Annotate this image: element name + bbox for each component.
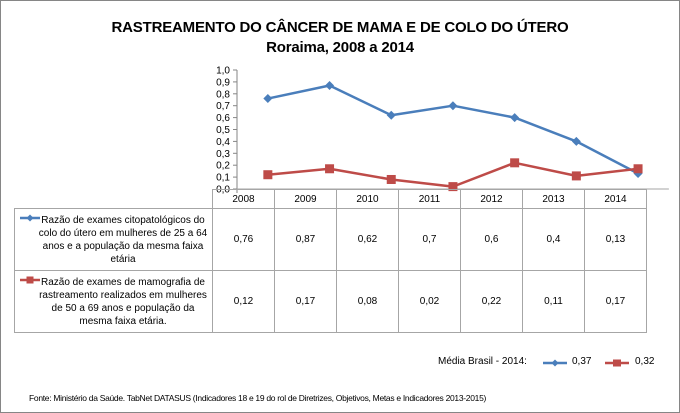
legend-entry-series-1: Razão de exames citopatológicos do colo … <box>14 208 213 271</box>
category-label: 2010 <box>336 189 399 209</box>
y-tick-label: 0,8 <box>216 89 230 100</box>
data-point-diamond <box>325 80 335 90</box>
data-label: 0,62 <box>336 208 399 271</box>
y-tick-label: 0,6 <box>216 113 230 124</box>
data-label: 0,17 <box>584 270 647 333</box>
data-label: 0,17 <box>274 270 337 333</box>
legend-label: Razão de exames citopatológicos do colo … <box>38 214 208 265</box>
data-point-square <box>263 170 273 180</box>
category-label: 2008 <box>212 189 275 209</box>
data-point-diamond <box>386 110 396 120</box>
category-label: 2009 <box>274 189 337 209</box>
data-label: 0,13 <box>584 208 647 271</box>
y-tick-label: 1,0 <box>216 66 230 77</box>
category-label: 2013 <box>522 189 585 209</box>
legend-key-diamond-icon <box>20 214 40 222</box>
data-point-square <box>448 182 458 192</box>
media-key-diamond-icon <box>543 359 567 367</box>
data-table: 2008 2009 2010 2011 2012 2013 2014 Razão… <box>14 189 647 333</box>
data-label: 0,22 <box>460 270 523 333</box>
series-line-1 <box>267 84 639 175</box>
legend-label: Razão de exames de mamografia de rastrea… <box>39 276 207 327</box>
data-table-corner <box>14 189 213 209</box>
data-label: 0,12 <box>212 270 275 333</box>
category-label: 2011 <box>398 189 461 209</box>
data-point-square <box>386 174 396 184</box>
media-brasil-value-series-1: 0,37 <box>572 356 592 367</box>
media-brasil-label: Média Brasil - 2014: <box>438 356 527 367</box>
data-label: 0,02 <box>398 270 461 333</box>
y-tick-label: 0,9 <box>216 77 230 88</box>
chart-title: RASTREAMENTO DO CÂNCER DE MAMA E DE COLO… <box>111 19 569 36</box>
category-label: 2012 <box>460 189 523 209</box>
data-point-diamond <box>448 101 458 111</box>
data-label: 0,76 <box>212 208 275 271</box>
media-key-square-icon <box>605 359 629 367</box>
legend-entry-series-2: Razão de exames de mamografia de rastrea… <box>14 270 213 333</box>
data-point-square <box>571 171 581 181</box>
data-table-row-series-2: Razão de exames de mamografia de rastrea… <box>14 270 647 333</box>
data-table-header-row: 2008 2009 2010 2011 2012 2013 2014 <box>14 189 647 209</box>
data-point-square <box>510 158 520 168</box>
data-label: 0,08 <box>336 270 399 333</box>
data-label: 0,4 <box>522 208 585 271</box>
data-point-diamond <box>263 94 273 104</box>
y-tick-label: 0,7 <box>216 101 230 112</box>
y-tick-label: 0,4 <box>216 137 230 148</box>
data-label: 0,11 <box>522 270 585 333</box>
data-label: 0,6 <box>460 208 523 271</box>
legend-key-square-icon <box>20 276 40 284</box>
y-tick-label: 0,1 <box>216 173 230 184</box>
data-point-square <box>325 164 335 174</box>
data-label: 0,7 <box>398 208 461 271</box>
y-tick-label: 0,3 <box>216 149 230 160</box>
y-tick-label: 0,2 <box>216 161 230 172</box>
chart-subtitle: Roraima, 2008 a 2014 <box>266 39 414 56</box>
data-point-diamond <box>510 113 520 123</box>
media-brasil-value-series-2: 0,32 <box>635 356 655 367</box>
y-tick-label: 0,5 <box>216 125 230 136</box>
category-label: 2014 <box>584 189 647 209</box>
source-note: Fonte: Ministério da Saúde. TabNet DATAS… <box>29 393 487 403</box>
data-point-diamond <box>571 136 581 146</box>
data-label: 0,87 <box>274 208 337 271</box>
data-point-square <box>633 164 643 174</box>
data-table-row-series-1: Razão de exames citopatológicos do colo … <box>14 208 647 271</box>
